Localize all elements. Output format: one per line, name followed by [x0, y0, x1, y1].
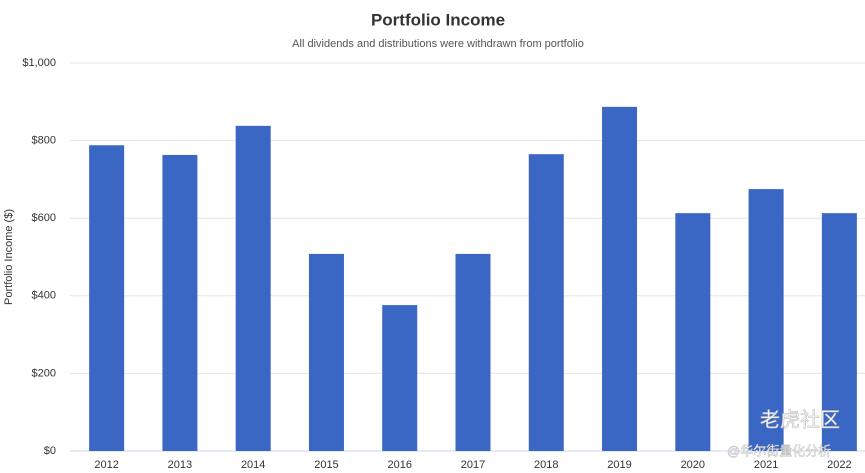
bar: [821, 213, 857, 451]
bar: [455, 253, 491, 451]
x-tick-label: 2013: [168, 459, 192, 471]
watermark: 老虎社区: [760, 408, 840, 431]
x-tick-label: 2012: [94, 459, 118, 471]
y-tick-label: $400: [32, 290, 56, 302]
x-tick-label: 2019: [607, 459, 631, 471]
x-tick-label: 2014: [241, 459, 265, 471]
x-tick-label: 2016: [387, 459, 411, 471]
bar: [89, 145, 125, 452]
chart-title: Portfolio Income: [371, 10, 505, 29]
bar: [162, 154, 198, 451]
watermark-handle: @华尔街量化分析: [727, 443, 831, 458]
bar: [602, 106, 638, 452]
y-axis-label: Portfolio Income ($): [3, 209, 15, 305]
x-tick-label: 2018: [534, 459, 558, 471]
y-tick-label: $1,000: [22, 57, 56, 69]
y-tick-label: $800: [32, 135, 56, 147]
y-tick-label: $200: [32, 367, 56, 379]
bar: [382, 305, 418, 451]
bar: [675, 213, 711, 451]
y-tick-label: $0: [44, 445, 56, 457]
x-tick-label: 2022: [827, 459, 851, 471]
x-tick-label: 2017: [461, 459, 485, 471]
bar: [308, 253, 344, 451]
y-tick-label: $600: [32, 212, 56, 224]
bar: [235, 125, 271, 451]
x-tick-label: 2020: [681, 459, 705, 471]
bar: [528, 154, 564, 451]
x-tick-label: 2015: [314, 459, 338, 471]
bar: [748, 189, 784, 451]
x-tick-label: 2021: [754, 459, 778, 471]
chart-subtitle: All dividends and distributions were wit…: [292, 38, 584, 50]
